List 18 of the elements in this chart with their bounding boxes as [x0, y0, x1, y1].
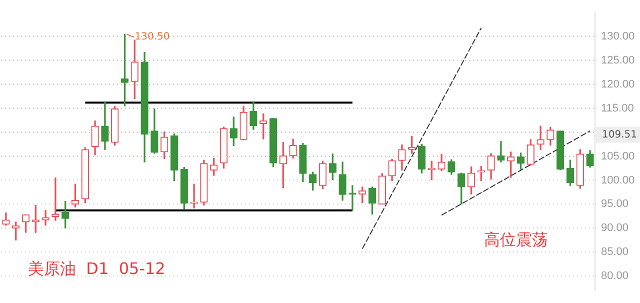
- y-tick-label: 95.00: [601, 198, 629, 210]
- annotation: 美原油 D1 05-12: [28, 259, 166, 278]
- y-tick-label: 130.00: [601, 30, 635, 43]
- annotation: 109.51: [602, 129, 637, 140]
- y-tick-label: 120.00: [601, 78, 635, 90]
- y-tick-label: 115.00: [601, 102, 634, 114]
- y-tick-label: 90.00: [601, 222, 629, 234]
- y-tick-label: 105.00: [601, 150, 635, 162]
- y-tick-label: 125.00: [601, 54, 635, 67]
- candlestick: [52, 178, 60, 221]
- y-tick-label: 85.00: [601, 246, 629, 258]
- annotation: 高位震荡: [484, 230, 548, 250]
- candlestick: [497, 141, 505, 162]
- candlestick: [536, 126, 544, 150]
- annotation: 130.50: [134, 32, 170, 43]
- candlestick: [42, 210, 50, 226]
- y-tick-label: 100.00: [601, 174, 635, 186]
- y-tick-label: 80.00: [601, 270, 629, 282]
